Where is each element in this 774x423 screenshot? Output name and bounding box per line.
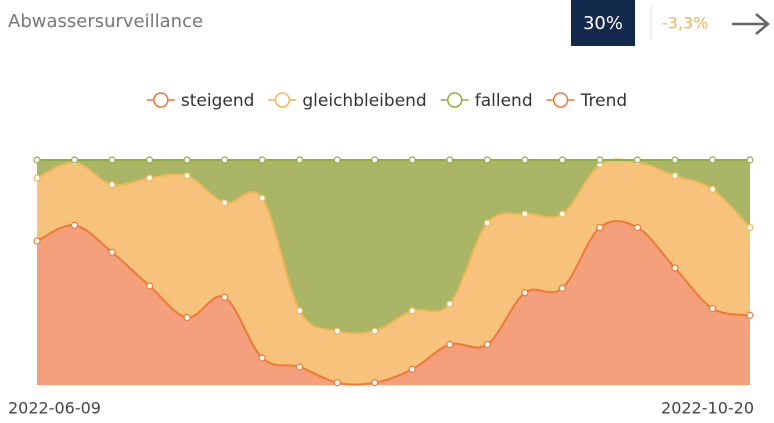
legend-label: fallend: [475, 91, 533, 111]
point: [183, 172, 191, 180]
legend-label: gleichbleibend: [302, 91, 426, 111]
point: [371, 327, 379, 335]
point: [183, 313, 191, 322]
area: [37, 221, 750, 385]
legend-marker: [552, 92, 569, 108]
x-tick-label: 2022-06-09: [8, 399, 101, 418]
point: [145, 174, 154, 182]
point: [521, 289, 529, 297]
point: [746, 311, 754, 319]
point: [746, 223, 754, 232]
legend-marker: [153, 92, 169, 108]
point: [371, 156, 379, 164]
point: [521, 210, 529, 218]
point: [221, 156, 229, 164]
legend: steigend gleichbleibend fallend Trend: [146, 91, 628, 111]
point: [671, 264, 679, 272]
legend-marker: [274, 92, 291, 108]
chart-title: Abwassersurveillance: [8, 11, 203, 32]
point: [633, 156, 642, 164]
point: [558, 156, 566, 164]
point: [446, 300, 454, 308]
point: [446, 340, 454, 349]
point: [333, 379, 341, 387]
point: [33, 174, 41, 182]
point: [483, 340, 491, 349]
point: [671, 172, 679, 180]
point: [296, 307, 304, 315]
point: [145, 156, 154, 164]
point: [258, 354, 266, 362]
point: [708, 185, 717, 193]
point: [596, 156, 604, 164]
trend-arrow: [732, 13, 770, 35]
point: [708, 156, 717, 164]
point: [483, 219, 491, 227]
point: [258, 194, 266, 202]
point: [408, 307, 416, 315]
kpi-box: [571, 0, 635, 46]
point: [333, 156, 341, 164]
kpi-value: 30%: [583, 13, 623, 34]
series-line: [36, 220, 751, 386]
point: [33, 156, 41, 164]
point: [558, 284, 566, 292]
point: [633, 223, 642, 232]
area: [37, 159, 750, 385]
point: [296, 156, 304, 164]
point: [446, 156, 454, 164]
point: [33, 237, 41, 245]
point: [296, 363, 304, 371]
point: [408, 156, 416, 164]
point: [521, 156, 529, 164]
point: [145, 282, 154, 290]
point: [558, 210, 566, 218]
point: [596, 223, 604, 232]
legend-marker: [446, 92, 463, 108]
point: [70, 156, 79, 164]
point: [183, 156, 191, 164]
point: [671, 156, 679, 164]
point: [708, 304, 717, 313]
kpi-change: -3,3%: [662, 14, 708, 33]
point: [221, 293, 229, 301]
x-tick-label: 2022-10-20: [661, 399, 754, 418]
point: [108, 156, 116, 164]
point: [108, 248, 116, 256]
point: [746, 156, 754, 164]
legend-label: steigend: [181, 91, 255, 111]
legend-label: Trend: [580, 91, 628, 111]
point: [221, 199, 229, 207]
point: [371, 379, 379, 387]
point: [70, 221, 79, 229]
point: [333, 327, 341, 335]
point: [108, 181, 116, 189]
point: [258, 156, 266, 164]
point: [483, 156, 491, 164]
point: [408, 365, 416, 373]
